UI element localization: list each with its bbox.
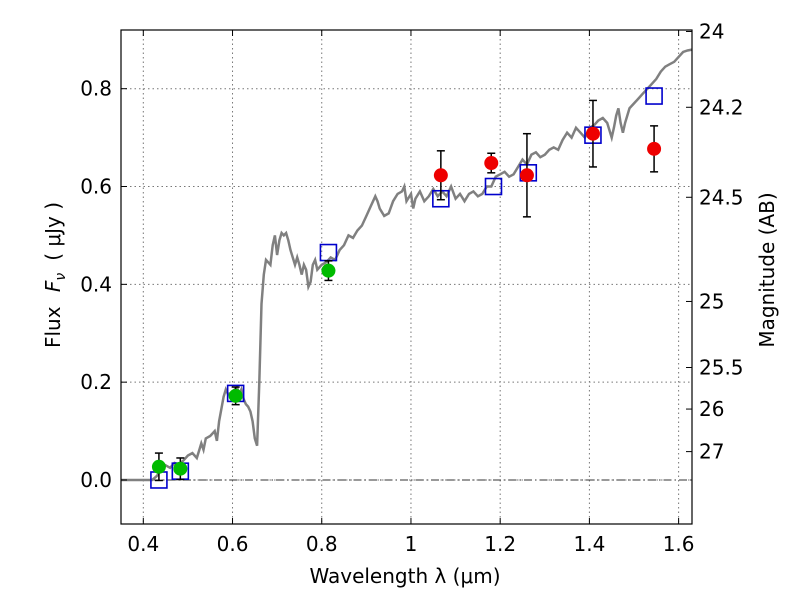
infrared-data-point xyxy=(647,141,662,156)
grid-lines xyxy=(121,30,692,524)
x-tick-label: 0.6 xyxy=(217,532,249,556)
y-tick-label: 0.8 xyxy=(80,77,112,101)
optical-data-point xyxy=(151,459,166,474)
x-axis-title: Wavelength λ (μm) xyxy=(309,564,500,588)
model-photometry-square xyxy=(645,87,663,105)
magnitude-tick-label: 24.5 xyxy=(699,185,744,209)
y-axis-title-unit: ( μJy ) xyxy=(41,202,65,261)
y-tick-label: 0.2 xyxy=(80,370,112,394)
x-tick-label: 0.8 xyxy=(306,532,338,556)
y-axis-title-symbol: F xyxy=(41,280,65,292)
infrared-data-point xyxy=(433,168,448,183)
x-tick-label: 1 xyxy=(405,532,418,556)
y-axis-title: Flux Fν ( μJy ) xyxy=(41,202,69,348)
optical-data-point xyxy=(321,263,336,278)
infrared-data-point xyxy=(519,168,534,183)
magnitude-tick-label: 27 xyxy=(699,440,724,464)
y-axis-title-subscript: ν xyxy=(53,273,69,281)
y-tick-label: 0.0 xyxy=(80,468,112,492)
infrared-data-point xyxy=(484,156,499,171)
x-tick-label: 1.4 xyxy=(573,532,605,556)
plot-frame xyxy=(120,29,693,525)
magnitude-tick-label: 26 xyxy=(699,397,724,421)
optical-data-point xyxy=(173,461,188,476)
magnitude-tick-label: 24.2 xyxy=(699,95,744,119)
y-tick-label: 0.4 xyxy=(80,272,112,296)
infrared-data-point xyxy=(585,126,600,141)
right-axis-title: Magnitude (AB) xyxy=(755,192,779,347)
model-spectrum-line xyxy=(121,48,693,482)
magnitude-tick-label: 24 xyxy=(699,19,724,43)
axis-ticks: 0.4 0.6 0.8 1 1.2 1.4 1.6 0.0 0.2 0.4 0.6 0.8 24 24.2… xyxy=(80,19,743,556)
magnitude-tick-label: 25 xyxy=(699,289,724,313)
model-photometry-square xyxy=(484,177,503,196)
data-marks xyxy=(150,87,663,489)
magnitude-tick-label: 25.5 xyxy=(699,355,744,379)
x-tick-label: 1.2 xyxy=(484,532,516,556)
x-tick-label: 1.6 xyxy=(663,532,695,556)
optical-data-point xyxy=(228,388,243,403)
y-tick-label: 0.6 xyxy=(80,175,112,199)
x-tick-label: 0.4 xyxy=(127,532,159,556)
y-axis-title-prefix: Flux xyxy=(41,300,65,348)
